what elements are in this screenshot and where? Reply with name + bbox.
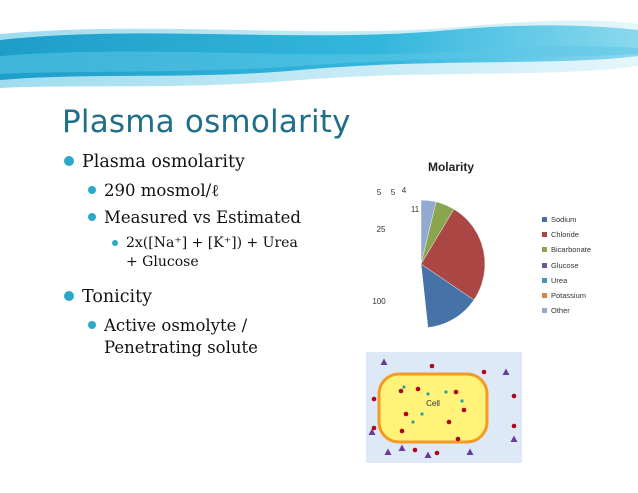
solute-red-dot xyxy=(412,447,418,453)
header-banner xyxy=(0,20,638,88)
solute-red-dot xyxy=(403,411,409,417)
solute-red-dot xyxy=(415,386,421,392)
solute-red-dot xyxy=(399,428,405,434)
legend-swatch xyxy=(542,232,547,238)
bullet-plasma-osmolarity: Plasma osmolarity xyxy=(64,150,354,174)
legend-item-potassium: Potassium xyxy=(542,288,591,303)
bullet-value: 290 mosmol/ℓ xyxy=(64,180,354,202)
bullet-measured-vs-estimated: Measured vs Estimated xyxy=(64,207,354,229)
legend-swatch xyxy=(542,277,547,283)
cell-osmosis-diagram: Cell xyxy=(366,352,522,463)
bullet-tonicity: Tonicity xyxy=(64,285,354,309)
active-osmolyte-line-2: Penetrating solute xyxy=(104,338,258,357)
solute-teal-dot xyxy=(460,399,464,403)
bullet-text: Plasma osmolarity xyxy=(82,152,245,172)
formula-line-1: 2x([Na⁺] + [K⁺]) + Urea xyxy=(126,235,298,251)
legend-item-sodium: Sodium xyxy=(542,212,591,227)
solute-teal-dot xyxy=(444,390,448,394)
bullet-dot-icon xyxy=(64,156,74,166)
bullet-text: 290 mosmol/ℓ xyxy=(104,181,220,200)
solute-red-dot xyxy=(446,419,452,425)
bullet-list: Plasma osmolarity 290 mosmol/ℓ Measured … xyxy=(64,150,354,364)
bullet-text: Measured vs Estimated xyxy=(104,208,301,227)
legend-item-other: Other xyxy=(542,303,591,318)
solute-triangle xyxy=(368,428,376,435)
solute-red-dot xyxy=(511,393,517,399)
legend-label: Sodium xyxy=(551,215,577,225)
banner-wave-highlight xyxy=(0,46,638,74)
legend-label: Potassium xyxy=(551,291,587,301)
solute-teal-dot xyxy=(426,392,430,396)
solute-triangle xyxy=(424,451,432,458)
bullet-dot-icon xyxy=(88,186,96,194)
solute-triangle xyxy=(398,444,406,451)
legend-swatch xyxy=(542,262,547,268)
solute-teal-dot xyxy=(420,412,424,416)
slide-title: Plasma osmolarity xyxy=(62,104,351,140)
active-osmolyte-line-1: Active osmolyte / xyxy=(104,316,248,335)
solute-red-dot xyxy=(398,388,404,394)
bullet-dot-icon xyxy=(88,321,96,329)
solute-red-dot xyxy=(371,396,377,402)
solute-red-dot xyxy=(453,389,459,395)
legend-swatch xyxy=(542,247,547,253)
solute-red-dot xyxy=(481,369,487,375)
pie-slice-other xyxy=(420,199,437,265)
legend-label: Glucose xyxy=(551,260,579,270)
molarity-pie-chart: Molarity 1401002555411 SodiumChlorideBic… xyxy=(346,154,614,344)
formula-line-2: + Glucose xyxy=(126,254,199,270)
solute-red-dot xyxy=(434,450,440,456)
bullet-dot-icon xyxy=(88,213,96,221)
solute-triangle xyxy=(466,448,474,455)
legend-item-urea: Urea xyxy=(542,273,591,288)
chart-title: Molarity xyxy=(427,160,474,174)
solute-red-dot xyxy=(455,436,461,442)
legend-item-chloride: Chloride xyxy=(542,227,591,242)
bullet-formula: 2x([Na⁺] + [K⁺]) + Urea + Glucose xyxy=(64,234,354,272)
pie-plot: 1401002555411 xyxy=(372,186,486,328)
data-label-other: 11 xyxy=(411,205,420,214)
data-label-potassium: 4 xyxy=(402,186,407,195)
data-label-bicarbonate: 25 xyxy=(377,225,386,234)
legend-swatch xyxy=(542,293,547,299)
legend-swatch xyxy=(542,308,547,314)
bullet-dot-icon xyxy=(112,240,118,246)
solute-red-dot xyxy=(371,425,377,431)
solute-red-dot xyxy=(511,423,517,429)
data-label-glucose: 5 xyxy=(377,188,382,197)
data-label-chloride: 100 xyxy=(372,297,386,306)
legend-item-bicarbonate: Bicarbonate xyxy=(542,242,591,257)
legend-label: Bicarbonate xyxy=(551,245,592,255)
bullet-dot-icon xyxy=(64,291,74,301)
legend-swatch xyxy=(542,217,547,223)
data-label-urea: 5 xyxy=(391,188,396,197)
solute-red-dot xyxy=(429,363,435,369)
solute-triangle xyxy=(510,435,518,442)
solute-teal-dot xyxy=(411,420,415,424)
solute-triangle xyxy=(380,358,388,365)
legend-label: Urea xyxy=(551,275,568,285)
cell-label: Cell xyxy=(426,399,440,408)
solute-triangle xyxy=(384,448,392,455)
solute-triangle xyxy=(502,368,510,375)
cell-membrane xyxy=(377,372,489,444)
legend-item-glucose: Glucose xyxy=(542,258,591,273)
legend-label: Chloride xyxy=(551,230,579,240)
bullet-text: Tonicity xyxy=(82,287,153,307)
legend-label: Other xyxy=(551,306,570,316)
chart-legend: Sodium Chloride Bicarbonate Glucose Urea Pota… xyxy=(542,212,591,318)
solute-teal-dot xyxy=(402,385,406,389)
bullet-active-osmolyte: Active osmolyte / Penetrating solute xyxy=(64,315,354,359)
solute-red-dot xyxy=(461,407,467,413)
